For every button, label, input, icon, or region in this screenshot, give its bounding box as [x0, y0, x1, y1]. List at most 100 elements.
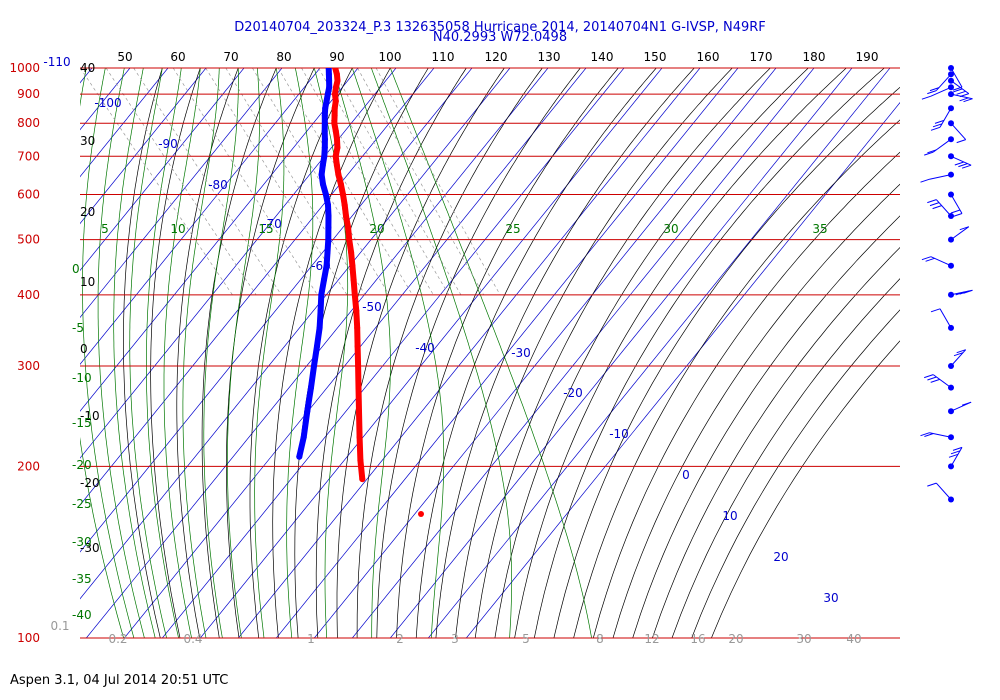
theta-top-label: 180: [803, 50, 826, 64]
temperature-profile-point: [334, 144, 341, 151]
isotherm-label: -50: [362, 300, 382, 314]
wind-barb-staff: [950, 122, 967, 140]
dry-adiabat: [396, 68, 619, 638]
dewpoint-profile-point: [321, 136, 328, 143]
moist-adiabat-top-label: 20: [369, 222, 384, 236]
dewpoint-profile-point: [323, 98, 330, 105]
moist-adiabat: [389, 68, 592, 638]
isotherm-line: [80, 68, 93, 84]
wind-barb-feather: [927, 376, 937, 381]
wind-barb-feather: [930, 126, 941, 131]
theta-top-label: 80: [276, 50, 291, 64]
dry-adiabat: [711, 340, 900, 638]
pressure-label: 100: [17, 631, 40, 645]
wind-barb-feather: [956, 349, 966, 354]
mixing-ratio-line: [277, 68, 413, 295]
wind-barb-feather: [952, 213, 963, 217]
theta-top-label: 60: [170, 50, 185, 64]
wind-barb-feather: [956, 90, 966, 95]
temperature-profile-point: [335, 171, 342, 178]
dewpoint-profile-point: [300, 434, 307, 441]
dewpoint-profile-point: [321, 276, 327, 283]
wind-barb-feather: [950, 209, 961, 214]
isotherm-line: [80, 68, 511, 600]
left-axis-label: 10: [80, 275, 95, 289]
pressure-label: 300: [17, 359, 40, 373]
moist-adiabat-top-label: 30: [663, 222, 678, 236]
temperature-profile-point: [332, 98, 339, 105]
dewpoint-profile-point: [311, 363, 317, 369]
dewpoint-profile-point: [318, 291, 325, 298]
moist-adiabat: [351, 68, 445, 638]
dry-adiabat: [415, 68, 657, 638]
pressure-label: 900: [17, 87, 40, 101]
left-axis-label: 40: [80, 61, 95, 75]
isotherm-label: -30: [511, 346, 531, 360]
dry-adiabat: [376, 68, 581, 638]
temperature-profile-point: [354, 324, 361, 331]
isotherm-label: -90: [158, 137, 178, 151]
wind-barb-feather: [920, 432, 930, 437]
temperature-profile-point: [332, 153, 339, 160]
mixing-ratio-label: 0.1: [50, 619, 69, 633]
dewpoint-profile-point: [322, 191, 329, 198]
wind-barb-feather: [929, 202, 940, 207]
isotherm-line: [352, 68, 815, 638]
wind-barb-feather: [956, 139, 966, 144]
wind-barb-feather: [927, 149, 937, 154]
temperature-profile-point: [345, 224, 352, 231]
pressure-label: 600: [17, 187, 40, 201]
dry-adiabat: [315, 68, 467, 638]
mixing-ratio-label: 40: [846, 632, 861, 646]
wind-barb-feather: [920, 178, 930, 183]
theta-top-label: 100: [379, 50, 402, 64]
dewpoint-profile-point: [296, 453, 303, 460]
wind-barb-staff: [950, 67, 963, 88]
isobar-grid: [80, 67, 900, 639]
wind-barb-staff: [935, 199, 952, 217]
mixing-ratio-line: [357, 68, 484, 295]
moist-adiabat-top-label: 10: [170, 222, 185, 236]
temperature-profile-point: [331, 105, 338, 112]
dewpoint-profile-point: [321, 112, 328, 119]
temperature-profile-point: [340, 191, 346, 198]
isotherm-label: -20: [563, 386, 583, 400]
theta-top-label: 140: [591, 50, 614, 64]
title-line-1: D20140704_203324_P.3 132635058 Hurricane…: [234, 20, 766, 35]
moist-adiabat: [332, 68, 391, 638]
moist-adiabat-top-label: 25: [505, 222, 520, 236]
temperature-profile-point: [337, 181, 344, 188]
wind-barb-feather: [924, 374, 934, 379]
wind-barb-staff: [950, 447, 963, 467]
isotherm-line: [80, 68, 473, 553]
moist-adiabat-top-label: 5: [101, 222, 109, 236]
footer-text: Aspen 3.1, 04 Jul 2014 20:51 UTC: [10, 673, 229, 688]
wind-barb-feather: [930, 378, 940, 383]
dewpoint-profile-point: [319, 162, 326, 169]
isotherm-label: -100: [94, 96, 121, 110]
dry-adiabat: [612, 183, 900, 638]
mixing-ratio-label: 8: [596, 632, 604, 646]
pressure-label: 200: [17, 459, 40, 473]
temperature-profile-point: [357, 457, 364, 464]
dry-adiabat: [691, 309, 900, 638]
wind-barb-feather: [921, 95, 932, 100]
isotherm-line: [80, 68, 207, 225]
dewpoint-profile-point: [325, 213, 332, 219]
dewpoint-profile-point: [325, 71, 332, 78]
moist-adiabat-left-label: -5: [72, 321, 84, 335]
moist-adiabat-left-label: -30: [72, 535, 92, 549]
wind-barb-feather: [934, 119, 945, 124]
dewpoint-profile-point: [325, 68, 332, 71]
dry-adiabat: [671, 278, 900, 638]
moist-adiabat: [113, 68, 156, 638]
moist-adiabat: [313, 68, 349, 638]
left-axis-label: 20: [80, 205, 95, 219]
dewpoint-profile-point: [324, 249, 331, 256]
dry-adiabat: [455, 68, 733, 638]
wind-barb-feather: [963, 98, 973, 103]
mixing-ratio-line: [105, 68, 257, 295]
temperature-profile-point: [331, 112, 338, 119]
